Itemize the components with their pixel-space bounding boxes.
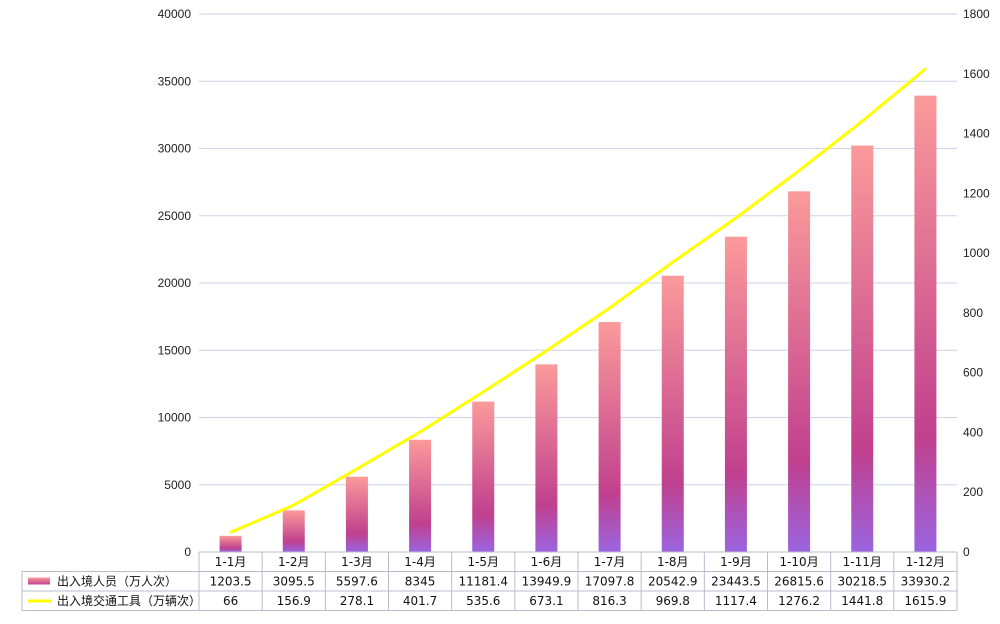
- data-cell: 33930.2: [901, 575, 951, 589]
- data-cell: 3095.5: [273, 575, 315, 589]
- category-label: 1-1月: [215, 555, 247, 569]
- line-point: [418, 430, 422, 434]
- data-cell: 673.1: [529, 594, 563, 608]
- data-cell: 66: [223, 594, 238, 608]
- right-tick-label: 0: [963, 545, 970, 559]
- data-cell: 5597.6: [336, 575, 378, 589]
- left-tick-label: 15000: [158, 343, 192, 357]
- bar: [661, 275, 684, 552]
- data-cell: 11181.4: [458, 575, 508, 589]
- right-tick-label: 1200: [963, 186, 990, 200]
- data-cell: 1117.4: [715, 594, 757, 608]
- bar: [409, 439, 432, 552]
- category-label: 1-11月: [843, 555, 882, 569]
- bar-series: [219, 95, 937, 553]
- left-tick-label: 20000: [158, 276, 192, 290]
- data-cell: 1203.5: [210, 575, 252, 589]
- left-tick-label: 30000: [158, 142, 192, 156]
- line-point: [292, 503, 295, 507]
- right-tick-label: 200: [963, 485, 983, 499]
- right-tick-label: 1000: [963, 246, 990, 260]
- category-label: 1-7月: [594, 555, 626, 569]
- series-name: 出入境交通工具（万辆次）: [57, 593, 201, 608]
- line-point: [355, 467, 359, 471]
- data-cell: 969.8: [656, 594, 690, 608]
- data-cell: 23443.5: [711, 575, 761, 589]
- data-cell: 156.9: [277, 594, 311, 608]
- gridlines: [199, 13, 957, 553]
- right-axis-ticks: 0 200 400 600 800 1000 1200 1400 1600 1800: [963, 7, 990, 559]
- data-cell: 1441.8: [841, 594, 883, 608]
- right-tick-label: 800: [963, 306, 983, 320]
- category-label: 1-6月: [531, 555, 563, 569]
- category-label: 1-8月: [657, 555, 689, 569]
- bar: [282, 510, 305, 552]
- left-tick-label: 0: [184, 545, 191, 559]
- line-point: [482, 390, 485, 394]
- data-cell: 535.6: [466, 594, 500, 608]
- bar: [724, 236, 747, 552]
- bar: [219, 535, 242, 552]
- line-series: [229, 67, 927, 534]
- data-cell: 1276.2: [778, 594, 820, 608]
- category-label: 1-5月: [467, 555, 499, 569]
- bar: [345, 476, 368, 552]
- data-cell: 8345: [405, 575, 436, 589]
- right-tick-label: 400: [963, 425, 983, 439]
- category-label: 1-9月: [720, 555, 752, 569]
- left-tick-label: 5000: [164, 478, 191, 492]
- category-label: 1-12月: [906, 555, 945, 569]
- category-label: 1-3月: [341, 555, 373, 569]
- category-label: 1-2月: [278, 555, 310, 569]
- bar: [472, 401, 495, 552]
- right-tick-label: 1600: [963, 67, 990, 81]
- data-cell: 30218.5: [837, 575, 887, 589]
- right-tick-label: 1400: [963, 127, 990, 141]
- bar: [788, 191, 811, 552]
- data-cell: 26815.6: [774, 575, 824, 589]
- data-cell: 13949.9: [522, 575, 572, 589]
- legend-key-bar: [28, 577, 50, 585]
- bar: [535, 364, 558, 552]
- left-axis-ticks: 0 5000 10000 15000 20000 25000 30000 35000 40000: [158, 7, 192, 559]
- line-point: [229, 531, 232, 534]
- data-cell: 1615.9: [904, 594, 946, 608]
- left-tick-label: 35000: [158, 74, 192, 88]
- data-cell: 401.7: [403, 594, 437, 608]
- left-tick-label: 10000: [158, 411, 192, 425]
- bar: [851, 145, 874, 553]
- left-tick-label: 40000: [158, 7, 192, 21]
- line-path: [230, 67, 927, 534]
- bar: [914, 95, 937, 553]
- line-point: [861, 119, 864, 123]
- data-cell: 278.1: [340, 594, 374, 608]
- right-tick-label: 1800: [963, 7, 990, 21]
- left-tick-label: 25000: [158, 209, 192, 223]
- right-tick-label: 600: [963, 366, 983, 380]
- line-point: [924, 67, 927, 71]
- line-point: [797, 169, 801, 172]
- line-point: [545, 349, 548, 353]
- data-cell: 20542.9: [648, 575, 698, 589]
- line-point: [608, 306, 611, 310]
- series-name: 出入境人员（万人次）: [57, 574, 177, 589]
- data-table: 1-1月 1-2月 1-3月 1-4月 1-5月 1-6月 1-7月 1-8月 1-9月 1-10…: [21, 551, 958, 611]
- line-point: [671, 260, 674, 264]
- data-cell: 816.3: [592, 594, 626, 608]
- data-cell: 17097.8: [585, 575, 635, 589]
- bar: [598, 322, 621, 552]
- category-label: 1-10月: [779, 555, 818, 569]
- category-label: 1-4月: [404, 555, 436, 569]
- line-point: [734, 216, 738, 220]
